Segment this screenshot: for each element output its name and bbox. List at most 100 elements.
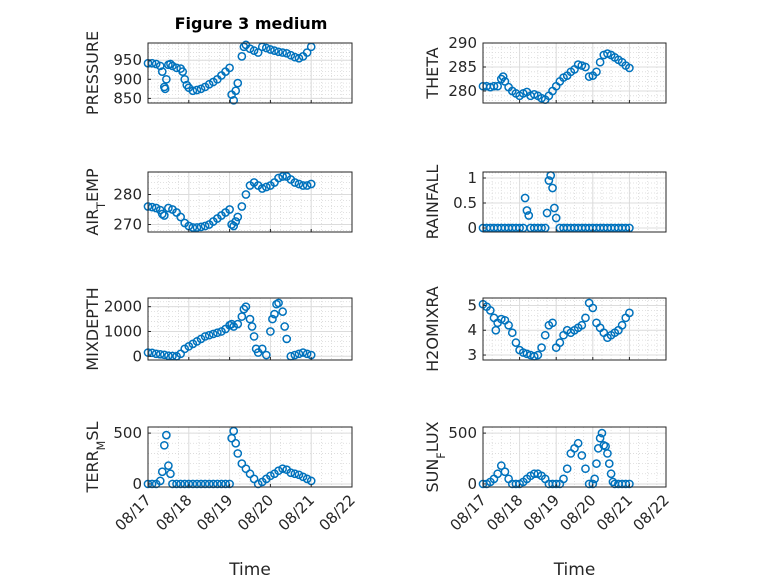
data-point [603,449,612,458]
data-point [590,474,599,484]
data-point [500,467,510,477]
data-point [180,479,190,489]
data-point [176,212,185,222]
data-point [540,330,550,340]
y-axis-label: PRESSURE [83,31,102,115]
data-point [231,217,241,226]
data-point [164,203,173,213]
data-point [166,59,175,69]
x-tick-label: 08/22 [316,491,359,534]
y-axis-label: SUNFLUX [423,421,448,492]
data-point [584,72,594,81]
data-point [498,72,508,81]
data-point [542,208,552,218]
y-tick-label: 1000 [104,322,142,340]
y-axis-label: AIRTEMP [83,168,108,236]
data-point [192,479,202,489]
data-point [524,211,534,220]
data-point [592,459,601,468]
data-point [537,343,546,352]
data-point [489,81,499,91]
data-point [168,479,177,489]
data-point [280,322,290,331]
y-axis-label: H2OMIXRA [423,286,442,372]
data-point [302,181,312,190]
axes-frame [482,42,667,104]
data-point [200,221,210,231]
y-tick-label: 0 [132,475,142,493]
data-point [192,223,202,232]
data-point [196,222,206,232]
data-point [196,479,206,489]
data-point [302,48,312,57]
x-tick-label: 08/17 [447,491,490,534]
y-tick-label: 0 [467,219,477,237]
data-point [518,348,528,357]
data-point [157,209,167,219]
data-point [180,74,190,84]
data-point [597,428,607,438]
data-point [157,67,167,77]
data-point [159,211,169,220]
data-point [278,48,287,57]
axes-frame [147,297,353,361]
y-axis-label: TERRMSL [83,421,108,493]
x-tick-label: 08/18 [152,491,195,534]
y-axis-label: RAINFALL [423,165,442,240]
data-point [270,46,279,55]
axes-frame [147,426,353,488]
data-point [192,85,202,95]
data-point [266,327,275,336]
data-point [164,351,173,361]
data-point [151,349,161,359]
data-point [286,50,296,60]
axes-frame [147,42,353,104]
data-point [213,479,222,489]
axes-frame [482,171,667,233]
data-point [188,479,198,489]
data-point [507,328,517,338]
data-point [290,52,300,62]
data-point [294,179,304,189]
data-point [504,320,513,330]
y-tick-label: 2000 [104,298,142,316]
data-point [164,461,173,470]
y-tick-label: 900 [113,70,142,88]
data-point [294,53,304,63]
data-point [533,350,543,360]
data-point [584,479,594,489]
data-point [608,477,618,487]
data-point [253,479,263,489]
data-point [166,469,175,479]
data-point [290,350,300,360]
y-tick-label: 4 [467,321,477,339]
data-point [278,172,287,181]
data-point [298,348,308,357]
subplot-2: 280 285 290 THETA [423,34,667,104]
y-tick-label: 950 [113,51,142,69]
data-point [573,438,583,448]
data-point [595,57,605,67]
data-point [606,469,616,479]
data-point [155,349,165,359]
data-point [555,338,565,347]
data-point [588,303,598,313]
data-point [270,309,279,319]
data-point [581,313,590,323]
data-point [168,61,177,71]
data-point [604,459,614,468]
data-point [562,464,572,474]
data-point [159,350,169,360]
data-point [225,479,234,489]
data-point [274,298,283,308]
data-point [217,479,226,489]
data-point [249,46,259,55]
data-point [278,464,287,474]
x-tick-label: 08/21 [593,491,636,534]
data-point [249,332,259,341]
data-point [551,479,561,489]
data-point [229,221,239,231]
data-point [159,440,169,450]
data-point [621,479,631,489]
